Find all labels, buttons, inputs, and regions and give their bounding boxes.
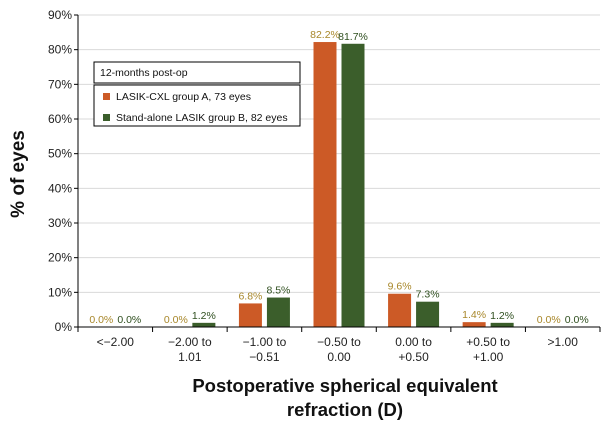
legend: 12-months post-op LASIK-CXL group A, 73 … (93, 61, 301, 127)
y-gridlines (78, 14, 600, 293)
legend-label-group-b: Stand-alone LASIK group B, 82 eyes (116, 112, 288, 124)
bar-series-1-cat-5 (490, 322, 514, 327)
y-tick-label: 50% (48, 147, 72, 161)
bar-series-0-cat-5 (462, 322, 486, 327)
x-tick-label: >1.00 (548, 335, 579, 349)
legend-title-box (93, 61, 301, 84)
data-label-series-1-cat-3: 81.7% (338, 31, 368, 43)
x-tick-label: 1.01 (178, 350, 202, 364)
bar-series-1-cat-3 (341, 43, 365, 327)
x-tick-label: 0.00 to (395, 335, 432, 349)
x-tick-label: +0.50 (398, 350, 429, 364)
x-tick-label: −1.00 to (243, 335, 287, 349)
bar-series-1-cat-4 (416, 301, 440, 327)
data-label-series-0-cat-5: 1.4% (462, 309, 486, 321)
data-labels: 0.0% 0.0% 0.0% 1.2% 6.8% 8.5% 82.2%81.7% 9.6% 7.… (89, 29, 588, 326)
x-tick-label: −0.51 (249, 350, 280, 364)
x-tick-label: <−2.00 (97, 335, 135, 349)
legend-swatch-group-a (103, 93, 110, 100)
data-label-series-0-cat-6: 0.0% (537, 314, 561, 326)
data-label-series-1-cat-5: 1.2% (490, 310, 514, 322)
legend-entries-box (93, 84, 301, 127)
y-tick-label: 10% (48, 285, 72, 299)
bar-series-1-cat-2 (266, 297, 290, 327)
data-label-series-1-cat-2: 8.5% (266, 285, 290, 297)
bars (192, 42, 514, 327)
y-axis-ticks: 0% 10% 20% 30% 40% 50% 60% 70% 80% 90% (48, 8, 78, 334)
data-label-series-1-cat-6: 0.0% (565, 314, 589, 326)
legend-label-group-a: LASIK-CXL group A, 73 eyes (116, 91, 251, 103)
bar-series-0-cat-4 (388, 293, 412, 327)
data-label-series-0-cat-0: 0.0% (89, 314, 113, 326)
y-tick-label: 40% (48, 181, 72, 195)
y-tick-label: 80% (48, 43, 72, 57)
y-tick-label: 20% (48, 251, 72, 265)
bar-series-0-cat-2 (238, 303, 262, 327)
data-label-series-1-cat-0: 0.0% (117, 314, 141, 326)
x-tick-label: −2.00 to (168, 335, 212, 349)
y-tick-label: 30% (48, 216, 72, 230)
x-axis-title-line-1: Postoperative spherical equivalent (192, 375, 497, 396)
legend-swatch-group-b (103, 114, 110, 121)
bar-series-0-cat-3 (313, 42, 337, 327)
x-axis-ticks: <−2.00 −2.00 to1.01−1.00 to−0.51−0.50 to0… (77, 327, 601, 364)
x-tick-label: +1.00 (473, 350, 504, 364)
y-tick-label: 0% (55, 320, 73, 334)
data-label-series-0-cat-3: 82.2% (310, 29, 340, 41)
x-axis-title-line-2: refraction (D) (287, 399, 403, 420)
y-tick-label: 90% (48, 8, 72, 22)
y-axis-title: % of eyes (8, 130, 29, 218)
data-label-series-0-cat-1: 0.0% (164, 314, 188, 326)
data-label-series-1-cat-4: 7.3% (416, 289, 440, 301)
y-tick-label: 70% (48, 77, 72, 91)
x-tick-label: −0.50 to (317, 335, 361, 349)
y-tick-label: 60% (48, 112, 72, 126)
data-label-series-0-cat-4: 9.6% (388, 281, 412, 293)
bar-series-1-cat-1 (192, 322, 216, 327)
legend-title: 12-months post-op (100, 67, 188, 79)
data-label-series-0-cat-2: 6.8% (238, 290, 262, 302)
x-tick-label: +0.50 to (466, 335, 510, 349)
data-label-series-1-cat-1: 1.2% (192, 310, 216, 322)
x-tick-label: 0.00 (327, 350, 351, 364)
